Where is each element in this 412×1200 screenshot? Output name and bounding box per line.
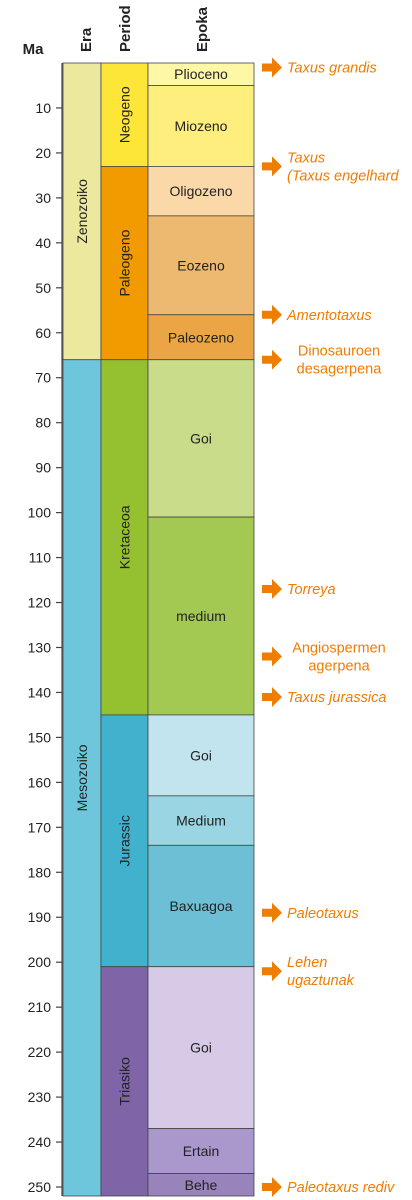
axis-tick-label: 220	[28, 1044, 52, 1060]
period-cell	[100, 166, 149, 361]
epoch-cell	[147, 166, 255, 217]
axis-tick-label: 30	[35, 190, 51, 206]
period-cell	[100, 966, 149, 1197]
event-label: Paleotaxus	[287, 906, 359, 922]
axis-tick-label: 190	[28, 909, 52, 925]
axis-tick-label: 180	[28, 864, 52, 880]
event-label: ugaztunak	[287, 973, 355, 989]
epoch-label: Goi	[190, 747, 212, 763]
epoch-label: Paleozeno	[168, 329, 234, 345]
header-epoch: Epoka	[194, 6, 211, 52]
axis-tick-label: 250	[28, 1179, 52, 1195]
axis-tick-label: 110	[29, 550, 52, 566]
header-ma: Ma	[23, 41, 44, 58]
epoch-cell	[147, 844, 255, 968]
axis-tick-label: 160	[28, 774, 52, 790]
period-label: Neogeno	[117, 86, 133, 143]
axis-tick-label: 90	[35, 460, 51, 476]
event-label: desagerpena	[297, 362, 383, 378]
epoch-cell	[147, 516, 255, 716]
epoch-cell	[147, 795, 255, 846]
event-label: Lehen	[287, 955, 327, 971]
epoch-cell	[147, 966, 255, 1129]
event-label: Paleotaxus rediv	[287, 1180, 395, 1196]
event-arrow-icon	[262, 156, 282, 177]
event-label: Angiospermen	[292, 640, 386, 656]
event-arrow-icon	[262, 304, 282, 325]
period-label: Paleogeno	[117, 229, 133, 296]
epoch-cell	[147, 359, 255, 518]
epoch-label: Miozeno	[175, 118, 228, 134]
axis-tick-label: 120	[28, 595, 52, 611]
period-label: Kretaceoa	[117, 505, 133, 569]
event-label: Taxus	[287, 150, 325, 166]
epoch-label: Behe	[185, 1177, 218, 1193]
header-era: Era	[78, 27, 95, 52]
epoch-cell	[147, 714, 255, 797]
epoch-cell	[147, 314, 255, 361]
event-label: Torreya	[287, 582, 336, 598]
event-label: (Taxus engelhard	[287, 168, 399, 184]
epoch-label: Eozeno	[177, 257, 225, 273]
event-arrow-icon	[262, 646, 282, 667]
axis-tick-label: 130	[28, 639, 52, 655]
axis-tick-label: 240	[28, 1134, 52, 1150]
axis-tick-label: 210	[28, 999, 52, 1015]
epoch-label: Medium	[176, 813, 226, 829]
axis-tick-label: 10	[35, 100, 51, 116]
period-cell	[100, 714, 149, 968]
epoch-label: Baxuagoa	[169, 898, 232, 914]
axis-tick-label: 50	[35, 280, 51, 296]
event-label: Amentotaxus	[286, 308, 372, 324]
axis-tick-label: 40	[35, 235, 51, 251]
axis-tick-label: 20	[35, 145, 51, 161]
epoch-cell	[147, 85, 255, 167]
epoch-label: medium	[176, 608, 226, 624]
axis-tick-label: 100	[28, 505, 52, 521]
epoch-label: Oligozeno	[169, 183, 232, 199]
axis-tick-label: 70	[35, 370, 51, 386]
epoch-cell	[147, 1173, 255, 1197]
axis-tick-label: 80	[35, 415, 51, 431]
event-arrow-icon	[262, 1177, 282, 1198]
era-label: Mesozoiko	[74, 744, 90, 811]
epoch-label: Plioceno	[174, 66, 228, 82]
event-label: agerpena	[308, 658, 370, 674]
event-label: Taxus grandis	[287, 60, 377, 76]
period-label: Jurassic	[117, 815, 133, 866]
event-arrow-icon	[262, 961, 282, 982]
epoch-cell	[147, 1128, 255, 1174]
event-arrow-icon	[262, 579, 282, 600]
epoch-cell	[147, 215, 255, 316]
event-arrow-icon	[262, 902, 282, 923]
axis-tick-label: 200	[28, 954, 52, 970]
epoch-label: Ertain	[183, 1143, 220, 1159]
axis-tick-label: 150	[28, 729, 52, 745]
header-period: Period	[117, 5, 134, 52]
event-label: Dinosauroen	[298, 344, 380, 360]
axis-tick-label: 140	[28, 684, 52, 700]
axis-tick-label: 60	[35, 325, 51, 341]
event-label: Taxus jurassica	[287, 690, 386, 706]
era-label: Zenozoiko	[74, 179, 90, 244]
epoch-label: Goi	[190, 1040, 212, 1056]
event-arrow-icon	[262, 686, 282, 707]
period-label: Triasiko	[117, 1057, 133, 1106]
epoch-label: Goi	[190, 430, 212, 446]
era-cell	[62, 359, 102, 1197]
event-arrow-icon	[262, 57, 282, 78]
event-arrow-icon	[262, 349, 282, 370]
axis-tick-label: 170	[28, 819, 52, 835]
axis-tick-label: 230	[28, 1089, 52, 1105]
